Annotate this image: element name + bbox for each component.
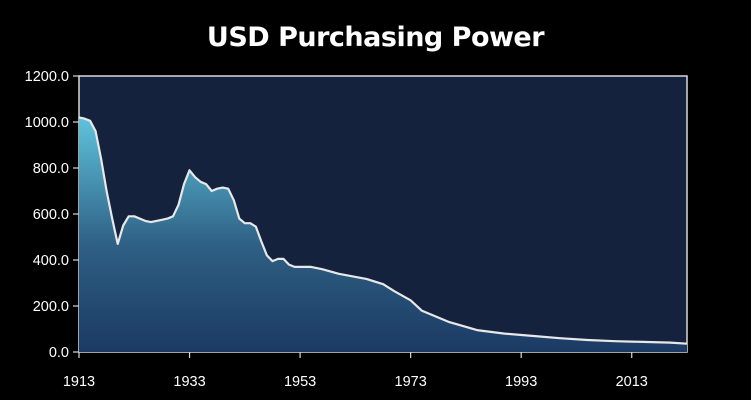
y-tick-label-3: 600.0: [33, 207, 69, 223]
x-tick-label-0: 1913: [63, 374, 95, 390]
y-tick-label-0: 0.0: [49, 345, 69, 361]
x-tick-label-5: 2013: [616, 374, 648, 390]
y-tick-label-4: 800.0: [33, 161, 69, 177]
series-area-0: [79, 117, 687, 353]
x-tick-label-2: 1953: [284, 374, 316, 390]
y-tick-label-6: 1200.0: [25, 69, 69, 85]
chart-title: USD Purchasing Power: [206, 22, 545, 53]
x-tick-label-1: 1933: [173, 374, 205, 390]
x-tick-label-4: 1993: [505, 374, 537, 390]
x-tick-label-3: 1973: [395, 374, 427, 390]
y-tick-label-2: 400.0: [33, 253, 69, 269]
series-line-0: [78, 116, 688, 345]
y-tick-label-5: 1000.0: [25, 115, 69, 131]
y-tick-label-1: 200.0: [33, 299, 69, 315]
